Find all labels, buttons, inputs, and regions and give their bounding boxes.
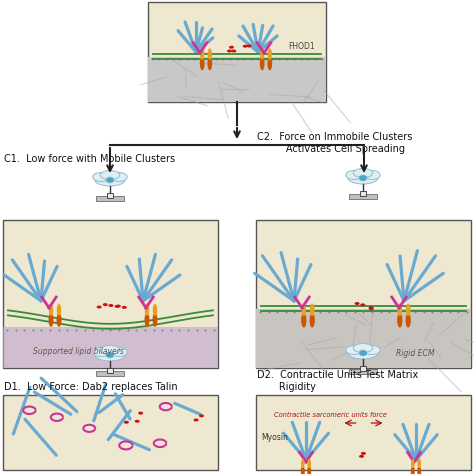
Text: Rigid ECM: Rigid ECM — [396, 349, 435, 358]
Bar — [256, 395, 471, 470]
Ellipse shape — [359, 350, 367, 356]
Ellipse shape — [95, 174, 125, 186]
Bar — [96, 196, 124, 201]
Bar — [148, 57, 326, 102]
Ellipse shape — [397, 313, 402, 328]
Ellipse shape — [208, 48, 212, 60]
Bar — [3, 395, 218, 470]
Ellipse shape — [103, 303, 108, 306]
Ellipse shape — [115, 305, 119, 308]
Bar — [148, 2, 326, 102]
Ellipse shape — [229, 46, 234, 49]
Ellipse shape — [111, 347, 127, 356]
Ellipse shape — [310, 313, 315, 328]
Ellipse shape — [360, 303, 365, 306]
Ellipse shape — [346, 346, 362, 355]
Ellipse shape — [138, 411, 143, 415]
Ellipse shape — [268, 48, 272, 60]
Ellipse shape — [260, 48, 264, 60]
Ellipse shape — [193, 419, 199, 421]
Ellipse shape — [353, 344, 373, 353]
Ellipse shape — [227, 49, 232, 53]
Text: C2.  Force on Immobile Clusters
       Activates Cell Spreading: C2. Force on Immobile Clusters Activates… — [257, 132, 412, 154]
Bar — [256, 220, 471, 368]
Ellipse shape — [243, 45, 248, 48]
Bar — [360, 366, 366, 371]
Ellipse shape — [153, 313, 157, 327]
Ellipse shape — [208, 57, 212, 70]
Bar — [3, 327, 218, 368]
Ellipse shape — [359, 455, 364, 458]
Bar — [256, 309, 471, 368]
Ellipse shape — [348, 172, 378, 184]
Text: FHOD1: FHOD1 — [288, 42, 315, 51]
Ellipse shape — [260, 57, 264, 70]
Ellipse shape — [355, 302, 360, 305]
Bar — [96, 371, 124, 376]
Ellipse shape — [135, 420, 140, 423]
Text: Contractile sarcomeric units force: Contractile sarcomeric units force — [274, 412, 387, 418]
Ellipse shape — [411, 459, 415, 468]
Ellipse shape — [301, 313, 306, 328]
Ellipse shape — [361, 452, 366, 455]
Ellipse shape — [95, 349, 125, 361]
Text: Supported lipid bilayers: Supported lipid bilayers — [33, 347, 124, 356]
Ellipse shape — [369, 306, 374, 309]
Text: C1.  Low force with Mobile Clusters: C1. Low force with Mobile Clusters — [4, 154, 175, 164]
Ellipse shape — [308, 459, 311, 468]
Ellipse shape — [364, 171, 380, 180]
Bar — [349, 369, 377, 374]
Ellipse shape — [106, 177, 114, 183]
Ellipse shape — [48, 313, 54, 327]
Ellipse shape — [301, 466, 305, 474]
Ellipse shape — [406, 313, 411, 328]
Ellipse shape — [200, 48, 204, 60]
Ellipse shape — [97, 306, 101, 309]
Bar — [107, 368, 113, 373]
Ellipse shape — [310, 303, 315, 316]
Ellipse shape — [397, 303, 402, 316]
Ellipse shape — [246, 45, 252, 47]
Bar — [349, 194, 377, 199]
Ellipse shape — [122, 306, 127, 309]
Ellipse shape — [301, 459, 305, 468]
Ellipse shape — [200, 57, 205, 70]
Ellipse shape — [369, 307, 374, 310]
Bar — [107, 193, 113, 198]
Ellipse shape — [353, 168, 373, 177]
Ellipse shape — [267, 57, 272, 70]
Ellipse shape — [100, 346, 120, 355]
Ellipse shape — [116, 305, 121, 308]
Ellipse shape — [49, 304, 53, 316]
Ellipse shape — [153, 304, 157, 316]
Ellipse shape — [57, 304, 61, 316]
Ellipse shape — [418, 459, 421, 468]
Ellipse shape — [93, 173, 109, 182]
Ellipse shape — [406, 303, 410, 316]
Ellipse shape — [199, 414, 204, 417]
Ellipse shape — [56, 313, 62, 327]
Ellipse shape — [231, 49, 237, 53]
Ellipse shape — [359, 175, 367, 181]
Ellipse shape — [307, 466, 311, 474]
Text: Myosin: Myosin — [261, 433, 288, 442]
Text: D1.  Low Force: Dab2 replaces Talin: D1. Low Force: Dab2 replaces Talin — [4, 382, 178, 392]
Ellipse shape — [106, 352, 114, 358]
Ellipse shape — [346, 171, 362, 180]
Ellipse shape — [417, 466, 421, 474]
Ellipse shape — [301, 303, 306, 316]
Ellipse shape — [93, 347, 109, 356]
Text: D2.  Contractile Units Test Matrix
       Rigidity: D2. Contractile Units Test Matrix Rigidi… — [257, 370, 418, 392]
Bar — [360, 191, 366, 196]
Ellipse shape — [145, 313, 149, 327]
Bar — [3, 220, 218, 368]
Ellipse shape — [348, 347, 378, 359]
Ellipse shape — [145, 304, 149, 316]
Ellipse shape — [124, 421, 129, 424]
Ellipse shape — [364, 346, 380, 355]
Ellipse shape — [411, 466, 415, 474]
Ellipse shape — [109, 304, 113, 307]
Ellipse shape — [100, 171, 120, 180]
Ellipse shape — [111, 173, 127, 182]
